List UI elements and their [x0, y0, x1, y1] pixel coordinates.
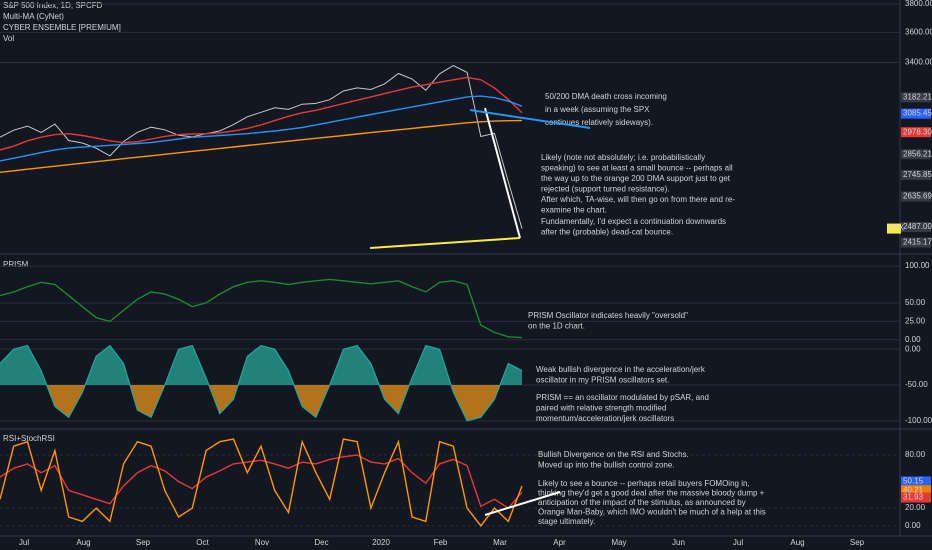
annotation: momentum/acceleration/jerk oscillators — [536, 414, 674, 423]
y-tick-label: 20.00 — [905, 503, 926, 512]
price-label: 50.15 — [903, 477, 924, 486]
annotation: Likely to see a bounce -- perhaps retail… — [538, 479, 750, 488]
header-text: S&P 500 Index, 1D, SPCFD — [3, 1, 103, 10]
arrow — [369, 237, 521, 249]
price-label: 2745.85 — [903, 170, 932, 179]
price-label-box — [901, 222, 931, 233]
price-label: 2856.21 — [903, 149, 932, 158]
area — [0, 345, 522, 421]
x-tick-label: Aug — [76, 538, 90, 547]
x-tick-label: 2020 — [372, 538, 390, 547]
annotation: PRISM == an oscillator modulated by pSAR… — [536, 393, 709, 402]
line — [0, 65, 523, 229]
annotation: examine the chart. — [541, 206, 607, 215]
line — [0, 95, 523, 162]
x-tick-label: Oct — [196, 538, 209, 547]
y-tick-label: -100.00 — [905, 416, 932, 425]
price-label-box — [901, 492, 931, 503]
arrow — [484, 491, 561, 516]
price-label: 40.21 — [903, 485, 924, 494]
y-tick-label: 0.00 — [905, 521, 921, 530]
arrow — [469, 109, 591, 129]
annotation: anticipation of the impact of the stimul… — [538, 498, 746, 507]
y-tick-label: 3400.00 — [905, 58, 932, 67]
price-label: 2487.00 — [903, 222, 932, 231]
annotation: speaking) to see at least a small bounce… — [541, 164, 733, 173]
annotation: Moved up into the bullish control zone. — [538, 461, 675, 470]
annotation: after the (probable) dead-cat bounce. — [541, 228, 673, 237]
header-text: Vol — [3, 34, 14, 43]
annotation: Weak bullish divergence in the accelerat… — [536, 365, 706, 374]
y-tick-label: 100.00 — [905, 261, 930, 270]
x-tick-label: Jul — [733, 538, 743, 547]
y-tick-label: 25.00 — [905, 316, 926, 325]
symbol-tag: SPX — [888, 224, 905, 233]
x-tick-label: Jul — [19, 538, 29, 547]
y-tick-label: 50.00 — [905, 298, 926, 307]
x-tick-label: Feb — [434, 538, 448, 547]
price-label: 2635.69 — [903, 192, 932, 201]
x-tick-label: Apr — [553, 538, 566, 547]
annotation: rejected (support turned resistance). — [541, 185, 670, 194]
y-tick-label: 0.00 — [905, 335, 921, 344]
price-label-box — [901, 149, 931, 160]
annotation: on the 1D chart. — [528, 322, 585, 331]
price-label: 2415.17 — [903, 238, 932, 247]
line — [0, 76, 523, 151]
price-label-box — [901, 191, 931, 202]
annotation: oscillator in my PRISM oscillators set. — [536, 376, 669, 385]
y-tick-label: -50.00 — [905, 380, 928, 389]
x-tick-label: Mar — [493, 538, 507, 547]
annotation: Likely (note not absolutely; i.e. probab… — [541, 153, 705, 162]
price-label: 3182.21 — [903, 92, 932, 101]
line — [0, 278, 523, 339]
price-label: 3085.45 — [903, 109, 932, 118]
annotation: Bullish Divergence on the RSI and Stochs… — [538, 450, 689, 459]
price-label-box — [901, 485, 931, 496]
annotation: thinking they'd get a good deal after th… — [538, 489, 765, 498]
annotation: PRISM Oscillator indicates heavily "over… — [528, 311, 688, 320]
x-tick-label: May — [611, 538, 626, 547]
line — [0, 344, 523, 422]
price-label-box — [901, 127, 931, 138]
x-tick-label: Nov — [255, 538, 269, 547]
annotation: 50/200 DMA death cross incoming — [545, 92, 667, 101]
x-tick-label: Aug — [790, 538, 804, 547]
annotation: stage ultimately. — [538, 517, 595, 526]
price-label-box — [901, 92, 931, 103]
symbol-tag-box — [887, 223, 901, 234]
annotation: After which, TA-wise, will then go on fr… — [541, 195, 735, 204]
y-tick-label: 3800.00 — [905, 0, 932, 8]
x-tick-label: Dec — [314, 538, 328, 547]
header-text: Multi-MA (CyNet) — [3, 12, 64, 21]
header-text: CYBER ENSEMBLE [PREMIUM] — [3, 23, 121, 32]
annotation: Orange Man-Baby, which IMO wouldn't be m… — [538, 508, 766, 517]
line — [0, 438, 523, 527]
price-label-box — [901, 108, 931, 119]
pane-title: RSI+StochRSI — [3, 434, 55, 443]
annotation: paired with relative strength modified — [536, 404, 666, 413]
y-tick-label: 3600.00 — [905, 28, 932, 37]
price-label: 31.93 — [903, 493, 924, 502]
price-label: 2978.30 — [903, 127, 932, 136]
price-label-box — [901, 169, 931, 180]
x-tick-label: Jun — [672, 538, 685, 547]
x-tick-label: Sep — [850, 538, 865, 547]
price-label-box — [901, 237, 931, 248]
pane-title: PRISM — [3, 260, 29, 269]
y-tick-label: 0.00 — [905, 344, 921, 353]
annotation: in a week (assuming the SPX — [545, 105, 650, 114]
arrow — [484, 107, 521, 239]
y-tick-label: 80.00 — [905, 450, 926, 459]
annotation: the way up to the orange 200 DMA support… — [541, 174, 731, 183]
line — [0, 119, 523, 173]
annotation: continues relatively sideways). — [545, 118, 653, 127]
annotation: Fundamentally, I'd expect a continuation… — [541, 217, 726, 226]
price-label-box — [901, 476, 931, 487]
x-tick-label: Sep — [136, 538, 151, 547]
